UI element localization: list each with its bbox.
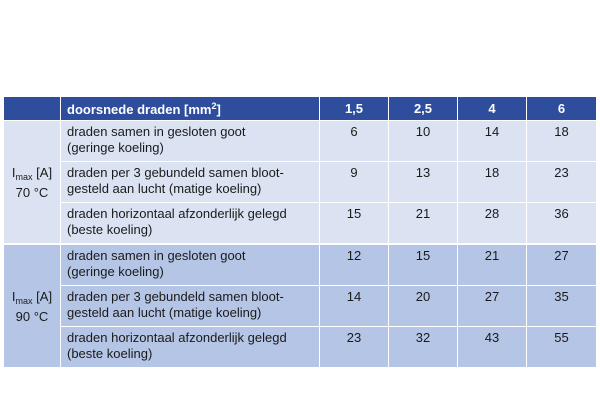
table-row: draden per 3 gebundeld samen bloot-geste…	[4, 161, 596, 202]
table-row: draden per 3 gebundeld samen bloot-geste…	[4, 285, 596, 326]
table-cell: 43	[458, 326, 527, 367]
current-rating-table-container: doorsnede draden [mm2] 1,5 2,5 4 6 Imax …	[4, 97, 596, 367]
table-cell: 21	[389, 202, 458, 243]
row-description: draden per 3 gebundeld samen bloot-geste…	[61, 285, 320, 326]
header-col-4: 6	[527, 97, 596, 120]
header-col-3: 4	[458, 97, 527, 120]
table-cell: 27	[458, 285, 527, 326]
table-cell: 10	[389, 120, 458, 161]
table-row: draden horizontaal afzonderlijk gelegd (b…	[4, 326, 596, 367]
table-cell: 36	[527, 202, 596, 243]
table-cell: 35	[527, 285, 596, 326]
group-70c: Imax [A] 70 °C draden samen in gesloten …	[4, 120, 596, 243]
table-cell: 23	[320, 326, 389, 367]
table-row: Imax [A] 70 °C draden samen in gesloten …	[4, 120, 596, 243]
table-cell: 13	[389, 161, 458, 202]
row-description: draden per 3 gebundeld samen bloot-geste…	[61, 161, 320, 202]
table-cell: 14	[458, 120, 527, 161]
table-cell: 27	[527, 243, 596, 285]
table-cell: 20	[389, 285, 458, 326]
table-cell: 21	[458, 243, 527, 285]
row-description: draden samen in gesloten goot (geringe ko…	[61, 120, 320, 161]
header-row: doorsnede draden [mm2] 1,5 2,5 4 6	[4, 97, 596, 120]
group-label-90c: Imax [A] 90 °C	[4, 243, 61, 367]
row-description: draden samen in gesloten goot (geringe ko…	[61, 243, 320, 285]
current-rating-table: doorsnede draden [mm2] 1,5 2,5 4 6 Imax …	[4, 97, 596, 367]
table-row: draden horizontaal afzonderlijk gelegd (b…	[4, 202, 596, 243]
table-cell: 12	[320, 243, 389, 285]
table-cell: 9	[320, 161, 389, 202]
table-cell: 14	[320, 285, 389, 326]
table-cell: 15	[320, 202, 389, 243]
table-cell: 28	[458, 202, 527, 243]
table-cell: 6	[320, 120, 389, 161]
group-90c: Imax [A] 90 °C draden samen in gesloten …	[4, 243, 596, 367]
row-description: draden horizontaal afzonderlijk gelegd (b…	[61, 202, 320, 243]
table-cell: 15	[389, 243, 458, 285]
table-cell: 55	[527, 326, 596, 367]
group-label-70c: Imax [A] 70 °C	[4, 120, 61, 243]
header-col-1: 1,5	[320, 97, 389, 120]
header-empty-cell	[4, 97, 61, 120]
table-row: Imax [A] 90 °C draden samen in gesloten …	[4, 243, 596, 367]
table-cell: 18	[527, 120, 596, 161]
table-cell: 18	[458, 161, 527, 202]
row-description: draden horizontaal afzonderlijk gelegd (b…	[61, 326, 320, 367]
header-col-2: 2,5	[389, 97, 458, 120]
header-cross-section-label: doorsnede draden [mm2]	[61, 97, 320, 120]
table-cell: 23	[527, 161, 596, 202]
table-cell: 32	[389, 326, 458, 367]
